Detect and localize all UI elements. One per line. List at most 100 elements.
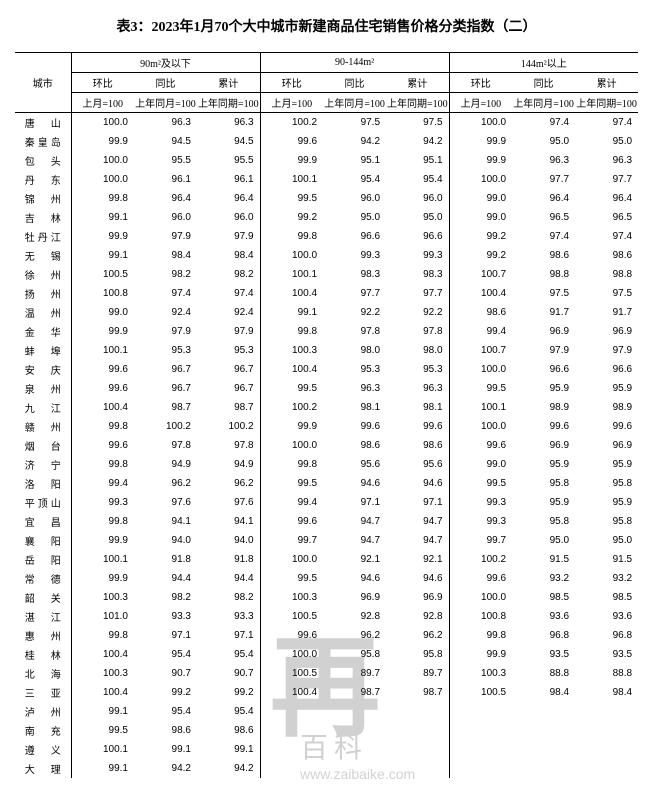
value-cell: 100.2 xyxy=(449,550,512,569)
value-cell xyxy=(260,702,323,721)
value-cell: 99.6 xyxy=(323,417,386,436)
value-cell xyxy=(575,740,638,759)
sub-yoy: 同比 xyxy=(512,73,575,93)
value-cell: 98.0 xyxy=(386,341,449,360)
value-cell: 99.8 xyxy=(260,227,323,246)
value-cell: 99.0 xyxy=(71,303,134,322)
city-cell: 烟 台 xyxy=(15,436,71,455)
table-row: 平顶山99.397.697.699.497.197.199.395.995.9 xyxy=(15,493,638,512)
value-cell: 96.6 xyxy=(323,227,386,246)
value-cell: 100.0 xyxy=(449,360,512,379)
value-cell: 98.7 xyxy=(134,398,197,417)
city-cell: 赣 州 xyxy=(15,417,71,436)
value-cell: 95.9 xyxy=(575,455,638,474)
value-cell: 94.9 xyxy=(197,455,260,474)
value-cell: 98.6 xyxy=(197,721,260,740)
value-cell: 100.5 xyxy=(260,607,323,626)
value-cell: 95.5 xyxy=(134,151,197,170)
value-cell: 95.9 xyxy=(512,455,575,474)
value-cell: 98.7 xyxy=(386,683,449,702)
value-cell: 99.8 xyxy=(260,322,323,341)
value-cell: 95.4 xyxy=(386,170,449,189)
city-cell: 南 充 xyxy=(15,721,71,740)
table-row: 赣 州99.8100.2100.299.999.699.6100.099.699… xyxy=(15,417,638,436)
value-cell: 99.5 xyxy=(449,474,512,493)
value-cell: 99.2 xyxy=(449,227,512,246)
value-cell xyxy=(386,721,449,740)
base-lastyear: 上年同月=100 xyxy=(512,93,575,113)
value-cell: 99.9 xyxy=(449,132,512,151)
city-cell: 泸 州 xyxy=(15,702,71,721)
value-cell: 97.9 xyxy=(512,341,575,360)
value-cell xyxy=(386,759,449,778)
city-cell: 北 海 xyxy=(15,664,71,683)
value-cell: 101.0 xyxy=(71,607,134,626)
value-cell: 95.8 xyxy=(323,645,386,664)
value-cell: 100.4 xyxy=(71,645,134,664)
value-cell: 99.4 xyxy=(260,493,323,512)
value-cell: 100.5 xyxy=(449,683,512,702)
value-cell: 97.4 xyxy=(575,227,638,246)
value-cell: 95.8 xyxy=(575,474,638,493)
value-cell xyxy=(323,721,386,740)
value-cell: 93.2 xyxy=(575,569,638,588)
city-cell: 襄 阳 xyxy=(15,531,71,550)
value-cell: 99.2 xyxy=(449,246,512,265)
value-cell xyxy=(512,759,575,778)
value-cell: 94.2 xyxy=(323,132,386,151)
city-cell: 秦皇岛 xyxy=(15,132,71,151)
value-cell: 98.6 xyxy=(323,436,386,455)
value-cell: 91.8 xyxy=(134,550,197,569)
value-cell: 94.4 xyxy=(197,569,260,588)
value-cell: 95.8 xyxy=(386,645,449,664)
value-cell xyxy=(260,721,323,740)
value-cell: 97.9 xyxy=(197,227,260,246)
value-cell: 100.1 xyxy=(260,170,323,189)
value-cell: 98.2 xyxy=(197,588,260,607)
table-row: 洛 阳99.496.296.299.594.694.699.595.895.8 xyxy=(15,474,638,493)
sub-yoy: 同比 xyxy=(323,73,386,93)
value-cell xyxy=(386,740,449,759)
value-cell xyxy=(575,721,638,740)
value-cell: 98.7 xyxy=(197,398,260,417)
value-cell: 100.0 xyxy=(260,645,323,664)
sub-cum: 累计 xyxy=(386,73,449,93)
value-cell: 97.5 xyxy=(575,284,638,303)
value-cell: 99.9 xyxy=(71,227,134,246)
value-cell: 99.8 xyxy=(71,455,134,474)
city-cell: 济 宁 xyxy=(15,455,71,474)
value-cell: 95.9 xyxy=(512,493,575,512)
value-cell xyxy=(512,721,575,740)
value-cell: 91.5 xyxy=(575,550,638,569)
value-cell: 100.4 xyxy=(71,683,134,702)
value-cell: 92.2 xyxy=(323,303,386,322)
price-index-table: 城市 90m²及以下 90-144m² 144m²以上 环比 同比 累计 环比 … xyxy=(15,52,638,778)
value-cell: 93.3 xyxy=(197,607,260,626)
city-cell: 安 庆 xyxy=(15,360,71,379)
value-cell: 99.2 xyxy=(197,683,260,702)
value-cell: 94.0 xyxy=(134,531,197,550)
value-cell xyxy=(323,702,386,721)
table-row: 吉 林99.196.096.099.295.095.099.096.596.5 xyxy=(15,208,638,227)
value-cell: 93.6 xyxy=(512,607,575,626)
value-cell: 96.7 xyxy=(197,360,260,379)
table-row: 大 理99.194.294.2 xyxy=(15,759,638,778)
table-row: 丹 东100.096.196.1100.195.495.4100.097.797… xyxy=(15,170,638,189)
value-cell: 96.9 xyxy=(512,436,575,455)
value-cell: 93.3 xyxy=(134,607,197,626)
value-cell: 94.5 xyxy=(197,132,260,151)
value-cell: 96.9 xyxy=(512,322,575,341)
value-cell: 98.0 xyxy=(323,341,386,360)
value-cell: 98.5 xyxy=(575,588,638,607)
value-cell: 96.7 xyxy=(134,360,197,379)
value-cell: 99.1 xyxy=(197,740,260,759)
base-lastperiod: 上年同期=100 xyxy=(575,93,638,113)
value-cell: 96.8 xyxy=(512,626,575,645)
value-cell: 96.5 xyxy=(575,208,638,227)
value-cell: 99.6 xyxy=(449,436,512,455)
table-row: 常 德99.994.494.499.594.694.699.693.293.2 xyxy=(15,569,638,588)
sub-mom: 环比 xyxy=(71,73,134,93)
value-cell: 96.0 xyxy=(323,189,386,208)
value-cell: 100.0 xyxy=(260,436,323,455)
city-cell: 洛 阳 xyxy=(15,474,71,493)
